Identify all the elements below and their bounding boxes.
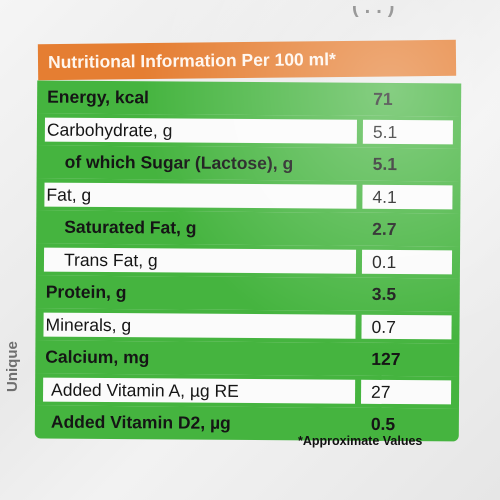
nutrient-value: 3.5 [371, 283, 397, 305]
nutrient-value: 127 [371, 348, 401, 370]
table-row-fat: Fat, g 4.1 [36, 178, 461, 214]
nutrient-value: 27 [361, 379, 452, 404]
partial-text-fragment: (..) [352, 6, 412, 30]
approximate-values-footnote: *Approximate Values [298, 434, 423, 448]
nutrition-header-title: Nutritional Information Per 100 ml* [47, 49, 336, 73]
nutrient-name: Minerals, g [43, 312, 356, 339]
nutrient-name: Carbohydrate, g [44, 117, 357, 144]
table-row-carbohydrate: Carbohydrate, g 5.1 [36, 113, 462, 149]
table-row-vitamin-a: Added Vitamin A, µg RE 27 [34, 373, 460, 409]
nutrient-value: 0.7 [361, 314, 452, 339]
nutrition-table: Energy, kcal 71 Carbohydrate, g 5.1 of w… [34, 80, 462, 441]
table-row-energy: Energy, kcal 71 [37, 80, 462, 116]
nutrient-value: 4.1 [362, 184, 453, 209]
nutrient-name: Protein, g [45, 281, 127, 303]
partial-text: (..) [352, 6, 401, 18]
nutrient-value: 2.7 [372, 218, 397, 240]
table-row-trans-fat: Trans Fat, g 0.1 [35, 243, 461, 279]
table-row-saturated-fat: Saturated Fat, g 2.7 [36, 210, 461, 246]
nutrition-header: Nutritional Information Per 100 ml* [37, 39, 457, 81]
nutrient-name: Added Vitamin D2, µg [50, 411, 231, 433]
nutrient-name: Fat, g [44, 182, 357, 209]
nutrient-name: Trans Fat, g [43, 247, 357, 274]
nutrient-name: Energy, kcal [47, 86, 150, 108]
nutrient-value: 0.5 [370, 413, 396, 435]
nutrient-name: Saturated Fat, g [64, 216, 197, 238]
nutrient-name: Calcium, mg [45, 346, 150, 368]
table-row-calcium: Calcium, mg 127 [35, 340, 460, 376]
table-row-minerals: Minerals, g 0.7 [35, 308, 460, 344]
table-row-protein: Protein, g 3.5 [35, 275, 460, 311]
nutrient-value: 0.1 [361, 249, 453, 274]
nutrient-value: 5.1 [362, 119, 453, 144]
table-row-sugar: of which Sugar (Lactose), g 5.1 [36, 145, 461, 181]
nutrient-name: of which Sugar (Lactose), g [64, 151, 294, 174]
nutrient-name: Added Vitamin A, µg RE [43, 377, 356, 404]
side-brand-text: Unique [4, 341, 21, 392]
nutrient-value: 71 [373, 88, 393, 110]
nutrient-value: 5.1 [372, 153, 398, 175]
